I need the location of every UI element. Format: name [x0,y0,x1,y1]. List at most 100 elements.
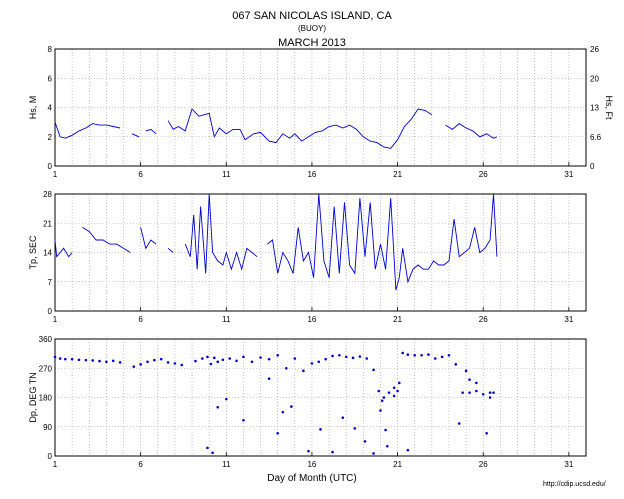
dp-series-point [468,391,471,394]
dp-series-point [447,353,451,357]
dp-y-tick-label: 180 [39,394,53,403]
dp-series-point [194,359,197,363]
dp-series-point [216,405,220,409]
dp-x-tick-label: 21 [393,460,402,469]
dp-series-point [173,362,177,365]
dp-x-tick-label: 11 [222,460,231,469]
dp-series-point [488,396,492,399]
hs-x-tick-label: 1 [53,170,58,179]
dp-series-point [433,357,437,360]
dp-y-axis-label: Dp, DEG TN [28,372,38,422]
dp-x-tick-label: 16 [307,460,316,469]
dp-series-point [380,399,384,403]
dp-series-point [276,431,279,435]
dp-series-point [290,405,293,408]
dp-series-point [406,448,410,452]
dp-x-tick-label: 31 [564,460,573,469]
dp-series-point [146,360,149,364]
hs-y-right-tick-label: 13 [590,104,599,113]
dp-series-point [293,357,297,360]
dp-series-point [180,363,184,367]
dp-series-point [118,361,122,364]
dp-series-point [397,381,401,385]
hs-x-tick-label: 26 [479,170,488,179]
dp-series-point [259,356,262,359]
tp-plot-frame [54,193,587,312]
dp-series-point [98,359,101,363]
hs-y-axis-label-right: Hs, Ft [604,96,614,120]
tp-x-tick-label: 21 [393,315,402,324]
dp-series-point [166,361,170,364]
hs-x-tick-label: 31 [564,170,573,179]
hs-y-tick-label: 4 [48,104,53,113]
dp-series-point [358,355,362,358]
dp-series-point [396,389,399,393]
dp-series-point [392,386,396,390]
dp-series-point [70,357,74,361]
tp-y-tick-label: 21 [43,219,52,228]
tp-x-tick-label: 6 [138,315,143,324]
dp-series-point [413,353,417,357]
dp-plot-frame [54,338,587,457]
dp-series-point [77,358,81,362]
dp-series-point [331,450,334,454]
dp-series-point [58,357,62,360]
hs-y-right-tick-label: 0 [590,162,595,171]
dp-series-point [461,391,464,394]
dp-series-point [372,452,375,455]
dp-series-point [377,389,381,393]
hs-y-tick-label: 2 [48,133,53,142]
hs-series-line [54,108,498,149]
dp-series-point [201,357,204,360]
dp-y-tick-label: 0 [48,452,53,461]
dp-series-point [475,389,478,393]
tp-series-line [54,193,498,291]
dp-series-point [276,353,279,357]
dp-series-point [384,428,387,432]
dp-series-point [211,451,214,455]
hs-x-tick-label: 21 [393,170,402,179]
dp-series-point [481,392,485,396]
dp-series-point [324,357,327,361]
dp-series-point [387,391,391,394]
dp-series-point [281,410,285,414]
dp-series-point [475,381,478,385]
hs-y-tick-label: 6 [48,74,53,83]
dp-series-point [216,360,220,364]
dp-x-tick-label: 6 [138,460,143,469]
tp-y-tick-label: 28 [43,190,52,199]
chart-month: MARCH 2013 [278,37,346,49]
tp-y-axis-label: Tp, SEC [28,235,38,270]
dp-series-point [284,366,288,370]
hs-y-axis-label: Hs, M [28,96,38,120]
dp-series-point [242,355,245,359]
dp-series-point [363,440,367,443]
hs-x-tick-label: 6 [138,170,143,179]
dp-series-point [341,416,345,419]
dp-series-point [206,446,209,450]
dp-series-point [213,356,216,360]
dp-series-point [242,418,245,422]
dp-series-point [353,427,357,430]
dp-series-point [464,369,468,373]
dp-series-point [440,355,444,359]
hs-y-right-tick-label: 6.6 [590,133,602,142]
chart-title: 067 SAN NICOLAS ISLAND, CA [232,10,392,22]
hs-x-tick-label: 16 [307,170,316,179]
dp-series-point [267,377,271,380]
dp-series-point [105,360,108,364]
dp-series-point [392,394,396,398]
dp-series-point [338,353,341,357]
dp-series-point [457,422,461,425]
dp-series-point [454,363,458,366]
dp-series-point [91,359,94,362]
dp-series-point [344,355,348,359]
dp-series-point [365,357,369,360]
chart-subtitle: (BUOY) [298,24,326,33]
dp-series-point [386,444,389,448]
hs-x-tick-label: 11 [222,170,231,179]
dp-series-point [111,359,115,363]
tp-x-tick-label: 26 [479,315,488,324]
x-axis-label: Day of Month (UTC) [267,473,357,484]
